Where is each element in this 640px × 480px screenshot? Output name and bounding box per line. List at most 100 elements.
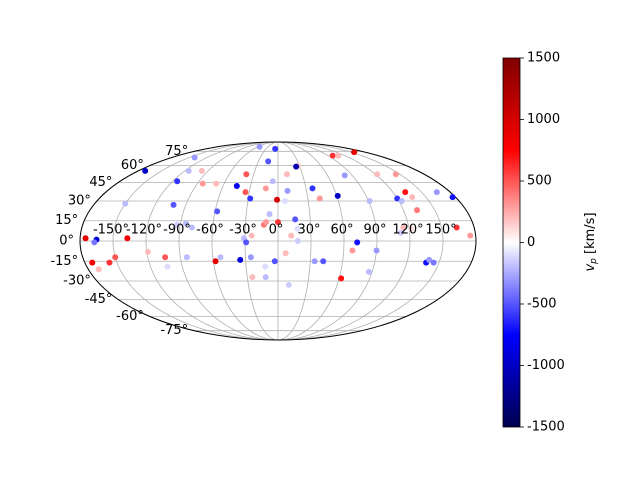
data-point <box>283 171 290 178</box>
y-tick-label: 60° <box>121 158 144 173</box>
data-point <box>400 224 407 231</box>
data-point <box>366 198 373 205</box>
data-point <box>170 201 177 208</box>
y-tick-label: 75° <box>165 144 188 159</box>
data-point <box>354 239 361 246</box>
map-border <box>79 141 477 341</box>
data-point <box>233 182 240 189</box>
data-point <box>413 207 420 214</box>
data-point <box>262 274 269 281</box>
colorbar-axis: -1500 -1000 -500 0 500 1000 1500 vp [km/s] <box>520 51 599 435</box>
data-point <box>351 149 358 156</box>
data-point <box>243 239 250 246</box>
data-point <box>242 189 249 196</box>
data-point <box>237 256 244 263</box>
data-point <box>397 229 404 236</box>
data-point <box>247 254 254 261</box>
data-point <box>212 258 219 265</box>
colorbar-label: vp [km/s] <box>583 212 599 271</box>
data-point <box>449 194 456 201</box>
data-point <box>402 189 409 196</box>
data-point <box>349 247 356 254</box>
colorbar-tick-label: 500 <box>527 174 552 189</box>
y-tick-label: 15° <box>55 213 78 228</box>
data-point <box>392 171 399 178</box>
x-tick-label: 90° <box>363 223 386 238</box>
data-point <box>398 198 405 205</box>
data-point <box>311 258 318 265</box>
data-point <box>162 254 169 261</box>
y-tick-label: 0° <box>59 234 74 249</box>
data-point <box>394 195 401 202</box>
colorbar <box>502 57 521 428</box>
data-point <box>217 254 224 261</box>
data-point <box>282 198 289 205</box>
data-point <box>453 224 460 231</box>
data-point <box>408 225 415 232</box>
data-point <box>272 145 279 152</box>
data-point <box>164 263 171 270</box>
data-point <box>275 219 281 226</box>
data-point <box>263 219 270 226</box>
colorbar-tick-label: 0 <box>527 235 535 250</box>
map: -150°-120° -90° -60° -30° 0° 30° 60° 90° 120° 150… <box>50 141 477 341</box>
colorbar-tick-label: -1500 <box>527 420 565 435</box>
data-point <box>265 158 272 165</box>
data-point <box>124 235 131 242</box>
data-point <box>293 163 300 170</box>
data-point <box>214 208 221 215</box>
data-point <box>316 195 323 202</box>
data-point <box>256 143 263 150</box>
data-point <box>199 180 206 187</box>
data-point <box>262 263 269 270</box>
data-point <box>365 268 372 275</box>
data-point <box>89 259 96 266</box>
x-tick-label: -30° <box>229 223 257 238</box>
data-point <box>144 248 151 255</box>
data-point <box>294 225 301 232</box>
data-point <box>213 180 220 187</box>
x-tick-label: -60° <box>196 223 224 238</box>
y-tick-label: -15° <box>50 254 78 269</box>
x-tick-label: 60° <box>330 223 353 238</box>
data-point <box>122 200 129 207</box>
x-tick-label: 30° <box>297 223 320 238</box>
data-point <box>191 154 198 161</box>
data-point <box>294 238 301 244</box>
data-point <box>338 275 345 282</box>
data-point <box>292 216 299 223</box>
data-point <box>174 178 181 185</box>
data-point <box>409 194 416 201</box>
data-point <box>467 232 474 239</box>
x-tick-label: 0° <box>269 223 284 238</box>
data-point <box>271 258 278 265</box>
colorbar-tick-label: 1500 <box>527 51 560 66</box>
y-tick-label: -75° <box>160 323 188 338</box>
data-point <box>243 171 250 178</box>
data-point <box>91 239 98 246</box>
data-point <box>248 232 255 239</box>
data-point <box>174 221 181 228</box>
y-tick-label: 30° <box>68 194 91 209</box>
data-point <box>320 258 327 265</box>
data-point <box>188 224 195 231</box>
data-point <box>430 259 437 266</box>
data-point <box>269 178 276 185</box>
data-point <box>249 274 256 281</box>
data-point <box>185 167 192 174</box>
data-point <box>433 189 440 196</box>
x-tick-label: -150° <box>93 223 129 238</box>
data-point <box>374 171 381 178</box>
data-point <box>274 196 281 203</box>
data-point <box>266 211 273 218</box>
data-point <box>183 254 190 261</box>
y-tick-label: 45° <box>89 175 112 190</box>
x-tick-label: 120° <box>392 223 423 238</box>
data-point <box>426 256 433 263</box>
data-point <box>182 220 189 227</box>
data-point <box>282 250 289 257</box>
data-point <box>112 254 119 261</box>
data-point <box>247 195 254 202</box>
